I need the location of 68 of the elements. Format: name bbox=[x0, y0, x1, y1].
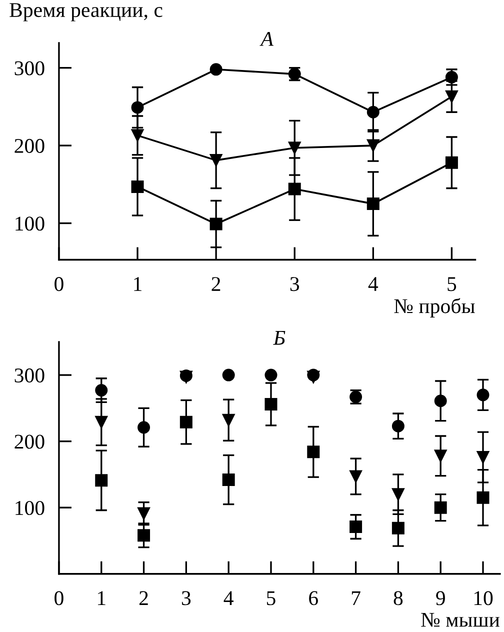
x-tick-label: 9 bbox=[436, 591, 445, 606]
point bbox=[366, 106, 380, 118]
y-tick-label: 100 bbox=[16, 216, 44, 231]
y-tick-label: 200 bbox=[14, 138, 44, 153]
point bbox=[476, 450, 490, 464]
point bbox=[350, 520, 362, 534]
point bbox=[350, 470, 362, 483]
point bbox=[95, 474, 108, 487]
point bbox=[476, 491, 490, 504]
point bbox=[222, 414, 235, 426]
x-tick-label: 1 bbox=[134, 277, 142, 291]
x-tick-label: 1 bbox=[98, 591, 106, 605]
x-tick-label: 7 bbox=[352, 591, 360, 605]
point bbox=[445, 156, 458, 169]
point bbox=[307, 368, 320, 382]
x-tick-label: 10 bbox=[474, 591, 493, 606]
point bbox=[138, 421, 150, 434]
point bbox=[95, 384, 108, 397]
x-tick-label: 0 bbox=[54, 591, 64, 606]
point bbox=[138, 507, 150, 520]
y-tick-label: 300 bbox=[14, 368, 44, 382]
point bbox=[264, 398, 278, 410]
point bbox=[434, 501, 447, 514]
x-tick-label: 8 bbox=[394, 591, 403, 606]
point bbox=[95, 416, 108, 428]
point bbox=[264, 368, 278, 382]
point bbox=[210, 218, 222, 230]
chart-title: Б bbox=[273, 331, 286, 345]
point bbox=[307, 446, 320, 458]
point bbox=[222, 368, 235, 382]
x-tick-label: 2 bbox=[139, 591, 148, 605]
point bbox=[366, 198, 380, 210]
point bbox=[180, 369, 192, 382]
point bbox=[210, 154, 222, 167]
x-tick-label: 6 bbox=[309, 591, 318, 606]
x-tick-label: 4 bbox=[224, 591, 234, 605]
x-tick-label: 5 bbox=[448, 277, 456, 292]
point bbox=[222, 474, 235, 486]
x-tick-label: 0 bbox=[54, 277, 64, 292]
x-tick-label: 3 bbox=[290, 277, 300, 292]
point bbox=[445, 90, 458, 103]
y-tick-label: 100 bbox=[16, 500, 44, 516]
point bbox=[434, 394, 447, 408]
point bbox=[366, 139, 380, 152]
point bbox=[210, 63, 222, 76]
y-tick-label: 300 bbox=[14, 61, 44, 76]
x-tick-label: 3 bbox=[182, 591, 191, 606]
point bbox=[138, 529, 150, 542]
point bbox=[131, 101, 144, 114]
point bbox=[392, 420, 404, 432]
point bbox=[288, 142, 301, 154]
point bbox=[434, 450, 447, 462]
y-tick-label: 200 bbox=[14, 434, 44, 449]
point bbox=[131, 129, 144, 142]
y-axis-title: Время реакции, с bbox=[10, 3, 162, 22]
chart-title: A bbox=[260, 32, 274, 46]
point bbox=[180, 416, 192, 428]
x-axis-title: № пробы bbox=[394, 298, 475, 318]
point bbox=[288, 182, 301, 196]
x-tick-label: 5 bbox=[266, 591, 276, 606]
x-tick-label: 4 bbox=[368, 277, 378, 291]
x-tick-label: 2 bbox=[212, 277, 220, 291]
point bbox=[392, 522, 404, 534]
point bbox=[476, 388, 490, 402]
point bbox=[392, 488, 404, 501]
point bbox=[445, 70, 458, 84]
point bbox=[131, 180, 144, 193]
x-axis-title: № мыши bbox=[421, 613, 500, 627]
